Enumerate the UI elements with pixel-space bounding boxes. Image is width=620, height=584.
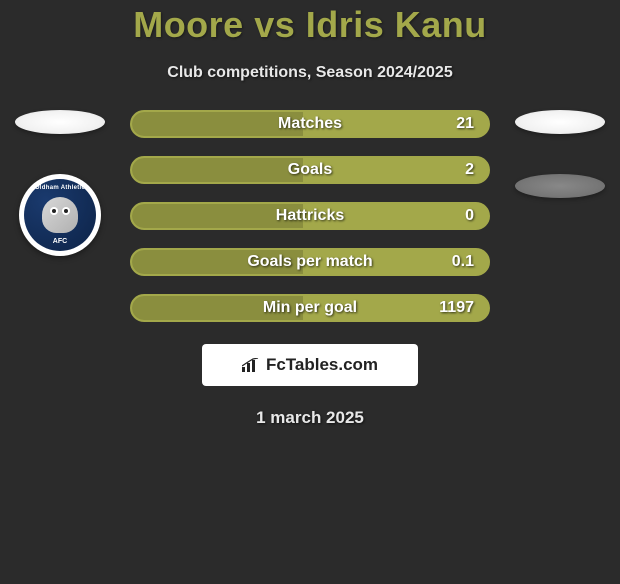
- owl-icon: [42, 197, 78, 233]
- stat-label: Goals per match: [247, 253, 372, 271]
- brand-box[interactable]: FcTables.com: [202, 344, 418, 386]
- stat-bar: Matches 21: [130, 110, 490, 138]
- stat-value: 0.1: [452, 253, 474, 271]
- page-title: Moore vs Idris Kanu: [0, 4, 620, 46]
- left-club-badge: Oldham Athletic AFC: [19, 174, 101, 256]
- club-badge-top-text: Oldham Athletic: [35, 185, 85, 191]
- right-photo-placeholder-2: [515, 174, 605, 198]
- stat-value: 21: [456, 115, 474, 133]
- content-row: Oldham Athletic AFC Matches 21 Goals 2 Hattr…: [0, 110, 620, 322]
- left-column: Oldham Athletic AFC: [10, 110, 110, 256]
- stat-value: 2: [465, 161, 474, 179]
- stat-bar: Min per goal 1197: [130, 294, 490, 322]
- stat-label: Goals: [288, 161, 332, 179]
- brand-text: FcTables.com: [266, 355, 378, 375]
- date-text: 1 march 2025: [0, 408, 620, 428]
- club-badge-bottom-text: AFC: [53, 238, 67, 245]
- stat-bar: Goals per match 0.1: [130, 248, 490, 276]
- stat-label: Min per goal: [263, 299, 357, 317]
- left-photo-placeholder: [15, 110, 105, 134]
- right-photo-placeholder-1: [515, 110, 605, 134]
- stat-bar: Goals 2: [130, 156, 490, 184]
- club-badge-inner: Oldham Athletic AFC: [24, 179, 96, 251]
- stat-bar: Hattricks 0: [130, 202, 490, 230]
- widget-container: Moore vs Idris Kanu Club competitions, S…: [0, 4, 620, 428]
- stat-value: 1197: [439, 299, 474, 317]
- stat-bar-fill: [132, 158, 303, 182]
- stat-value: 0: [465, 207, 474, 225]
- stat-label: Hattricks: [276, 207, 344, 225]
- stat-label: Matches: [278, 115, 342, 133]
- stats-column: Matches 21 Goals 2 Hattricks 0 Goals per match…: [110, 110, 510, 322]
- chart-icon: [242, 358, 260, 372]
- subtitle: Club competitions, Season 2024/2025: [0, 64, 620, 82]
- right-column: [510, 110, 610, 198]
